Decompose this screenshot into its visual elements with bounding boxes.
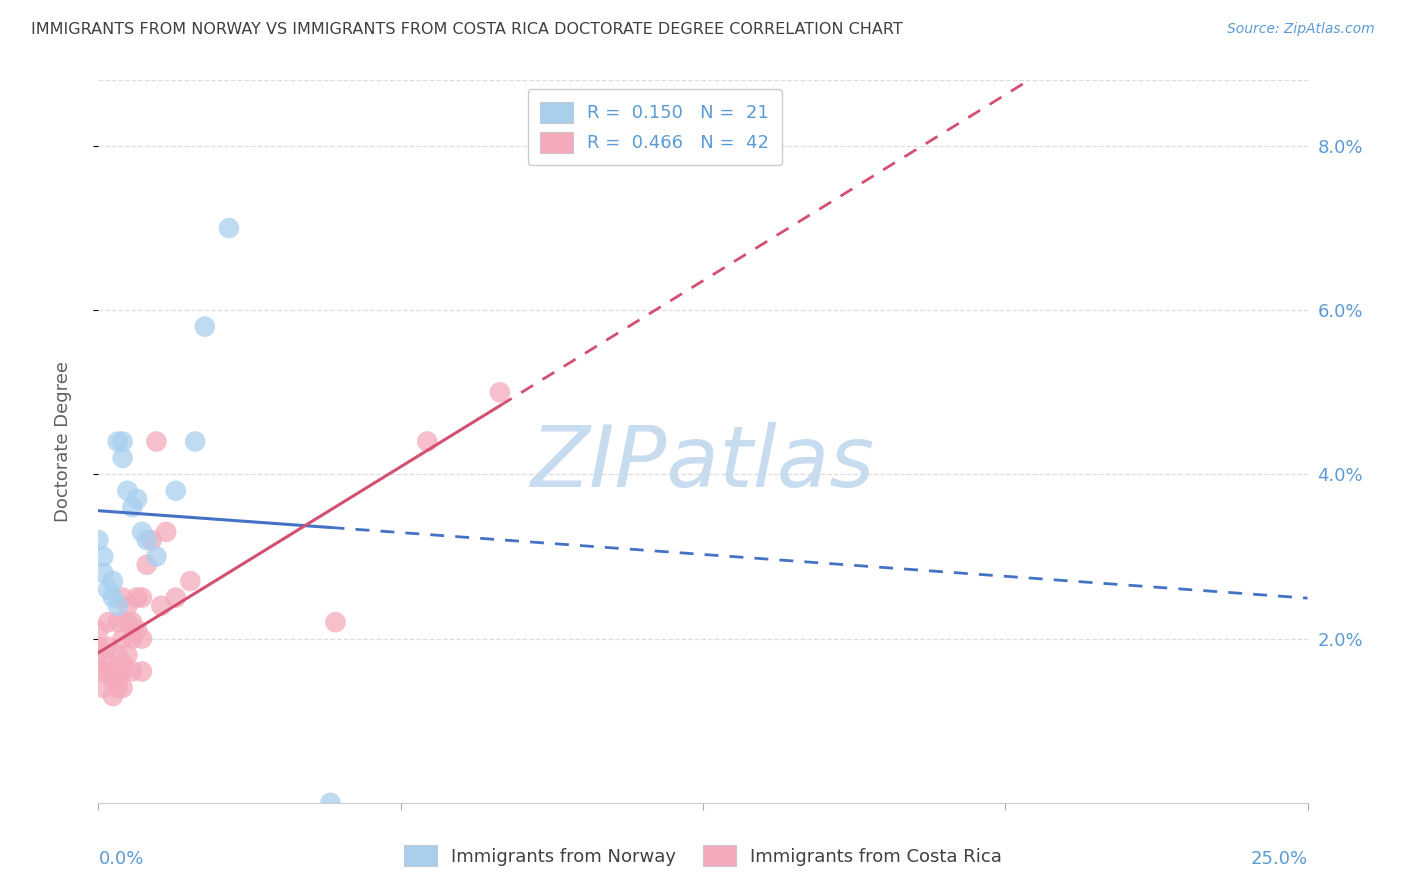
Point [121, 632, 143, 646]
Point [489, 385, 512, 400]
Point [91, 549, 114, 564]
Point [121, 665, 143, 679]
Text: ZIPatlas: ZIPatlas [531, 422, 875, 505]
Point [97, 582, 120, 597]
Point [325, 615, 347, 630]
Point [101, 591, 124, 605]
Point [218, 221, 240, 235]
Point [111, 681, 134, 695]
Point [97, 640, 120, 654]
Point [97, 657, 120, 671]
Point [319, 796, 342, 810]
Point [101, 673, 124, 687]
Point [97, 665, 120, 679]
Y-axis label: Doctorate Degree: Doctorate Degree [53, 361, 72, 522]
Point [111, 434, 134, 449]
Point [101, 574, 124, 588]
Point [135, 533, 157, 547]
Point [101, 689, 124, 703]
Point [131, 632, 153, 646]
Point [91, 665, 114, 679]
Point [121, 500, 143, 515]
Point [165, 591, 187, 605]
Point [131, 591, 153, 605]
Point [91, 566, 114, 580]
Point [107, 681, 129, 695]
Point [87, 624, 110, 638]
Legend: Immigrants from Norway, Immigrants from Costa Rica: Immigrants from Norway, Immigrants from … [396, 838, 1010, 873]
Text: 25.0%: 25.0% [1250, 850, 1308, 868]
Point [127, 491, 149, 506]
Point [87, 648, 110, 662]
Point [111, 591, 134, 605]
Text: 0.0%: 0.0% [98, 850, 143, 868]
Point [87, 640, 110, 654]
Point [111, 665, 134, 679]
Point [111, 450, 134, 465]
Point [107, 673, 129, 687]
Point [107, 434, 129, 449]
Point [111, 657, 134, 671]
Point [416, 434, 439, 449]
Point [107, 615, 129, 630]
Point [127, 624, 149, 638]
Point [117, 483, 139, 498]
Point [107, 599, 129, 613]
Point [91, 681, 114, 695]
Point [141, 533, 163, 547]
Point [194, 319, 217, 334]
Point [97, 615, 120, 630]
Point [87, 533, 110, 547]
Point [131, 665, 153, 679]
Point [107, 648, 129, 662]
Point [117, 648, 139, 662]
Point [135, 558, 157, 572]
Point [117, 615, 139, 630]
Text: Source: ZipAtlas.com: Source: ZipAtlas.com [1227, 22, 1375, 37]
Point [121, 615, 143, 630]
Point [184, 434, 207, 449]
Point [165, 483, 187, 498]
Point [179, 574, 201, 588]
Text: IMMIGRANTS FROM NORWAY VS IMMIGRANTS FROM COSTA RICA DOCTORATE DEGREE CORRELATIO: IMMIGRANTS FROM NORWAY VS IMMIGRANTS FRO… [31, 22, 903, 37]
Point [150, 599, 173, 613]
Point [145, 434, 167, 449]
Point [145, 549, 167, 564]
Point [155, 524, 177, 539]
Point [101, 665, 124, 679]
Point [127, 591, 149, 605]
Point [117, 599, 139, 613]
Point [131, 524, 153, 539]
Point [111, 632, 134, 646]
